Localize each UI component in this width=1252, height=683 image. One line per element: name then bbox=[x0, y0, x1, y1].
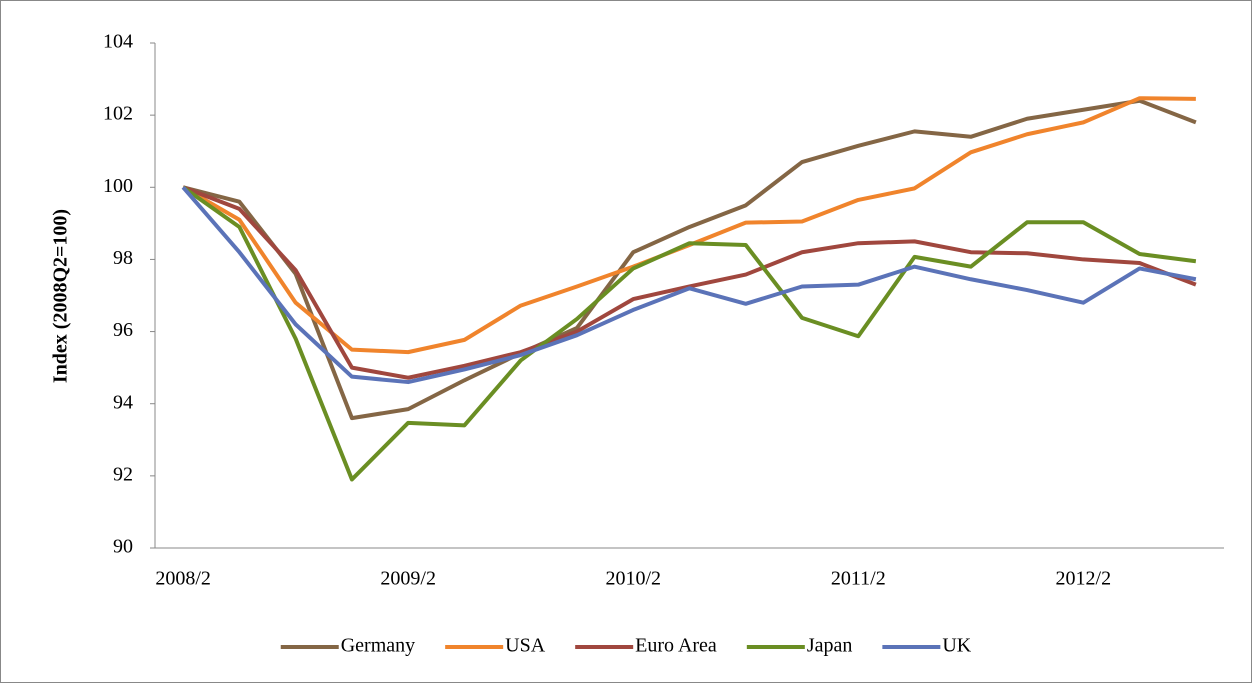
x-tick-label: 2010/2 bbox=[605, 568, 661, 590]
series-line bbox=[182, 98, 1197, 421]
legend-label: USA bbox=[505, 635, 546, 657]
y-tick-label: 104 bbox=[103, 31, 133, 53]
legend-label: UK bbox=[942, 635, 971, 657]
x-tick-label: 2012/2 bbox=[1056, 568, 1112, 590]
y-tick-label: 94 bbox=[113, 391, 133, 413]
y-tick-label: 90 bbox=[113, 536, 133, 558]
legend-label: Japan bbox=[807, 635, 853, 657]
y-tick-label: 96 bbox=[113, 319, 133, 341]
y-tick-label: 102 bbox=[103, 103, 133, 125]
y-axis-label: Index (2008Q2=100) bbox=[50, 209, 72, 383]
y-tick-label: 92 bbox=[113, 463, 133, 485]
x-tick-label: 2008/2 bbox=[155, 568, 211, 590]
series-line bbox=[181, 185, 1197, 482]
x-tick-label: 2009/2 bbox=[380, 568, 436, 590]
y-tick-label: 100 bbox=[103, 175, 133, 197]
legend-label: Germany bbox=[341, 635, 415, 657]
series-line bbox=[181, 185, 1197, 385]
legend-label: Euro Area bbox=[635, 635, 717, 657]
y-tick-label: 98 bbox=[113, 247, 133, 269]
x-tick-label: 2011/2 bbox=[831, 568, 886, 590]
